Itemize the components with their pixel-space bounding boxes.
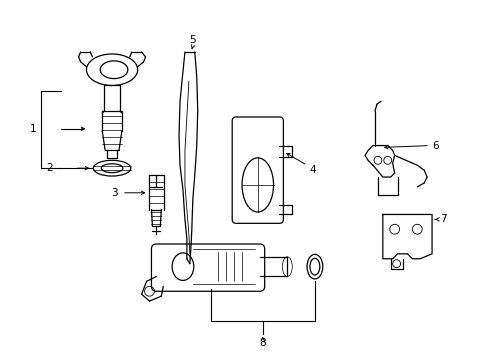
Text: 4: 4 — [308, 165, 315, 175]
Text: 2: 2 — [46, 163, 53, 173]
Text: 7: 7 — [439, 215, 446, 224]
Text: 5: 5 — [189, 35, 196, 45]
Text: 8: 8 — [259, 338, 265, 348]
Text: 1: 1 — [30, 124, 36, 134]
Text: 6: 6 — [431, 140, 438, 150]
Text: 3: 3 — [111, 188, 118, 198]
